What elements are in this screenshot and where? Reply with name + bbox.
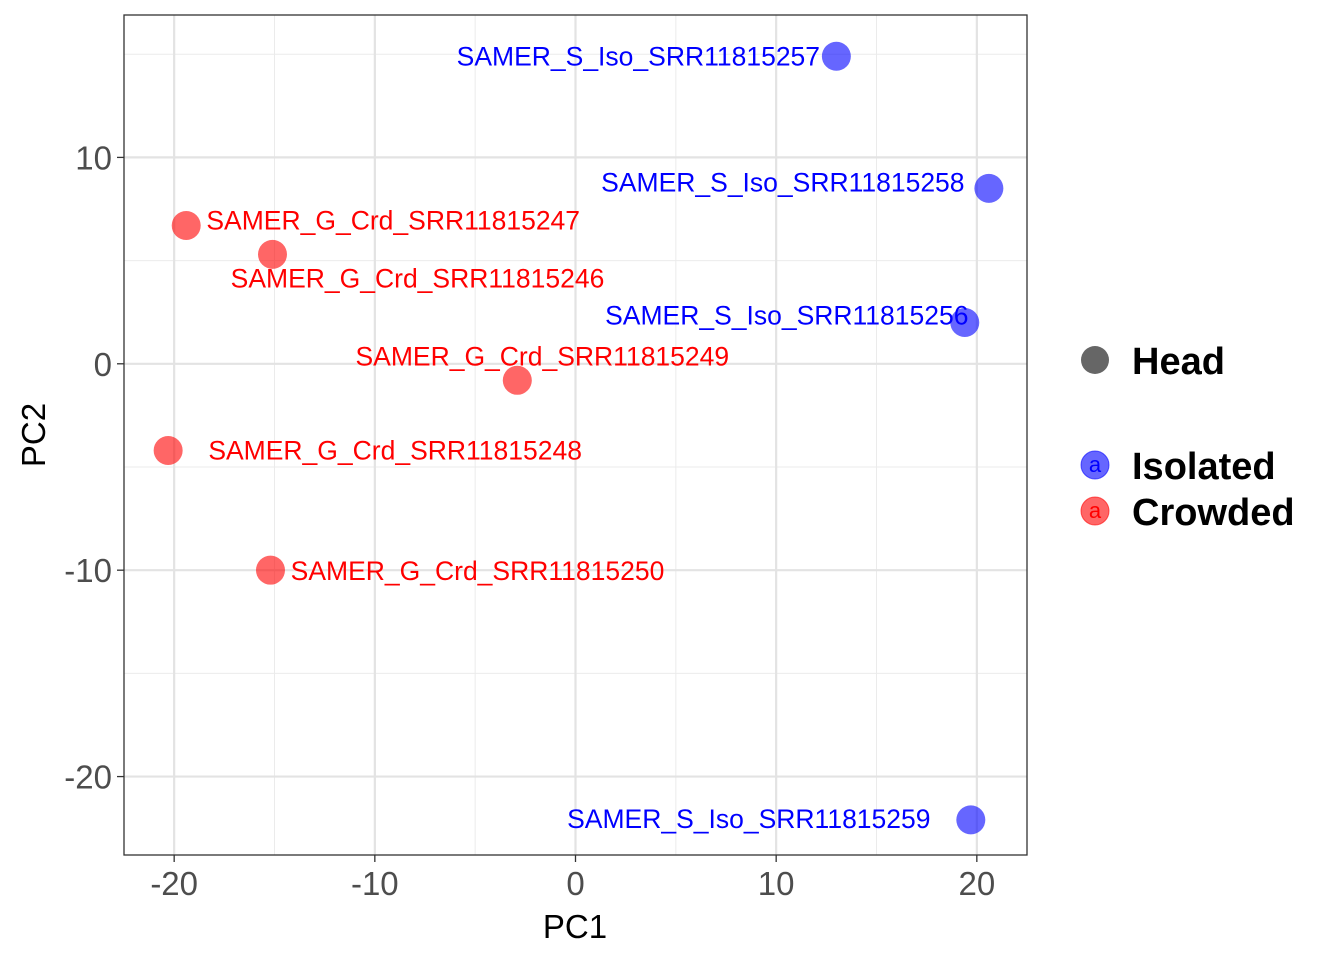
crowded-point-label-4: SAMER_G_Crd_SRR11815250 bbox=[291, 556, 665, 586]
crowded-point-0 bbox=[171, 211, 201, 241]
crowded-point-label-0: SAMER_G_Crd_SRR11815247 bbox=[206, 206, 580, 236]
point-labels: SAMER_S_Iso_SRR11815257 SAMER_S_Iso_SRR11… bbox=[206, 41, 968, 834]
legend-isolated-key bbox=[1080, 450, 1110, 480]
x-tick-label-4: 20 bbox=[958, 865, 995, 902]
data-points bbox=[153, 41, 1004, 835]
isolated-point-1 bbox=[974, 173, 1004, 203]
crowded-point-label-3: SAMER_G_Crd_SRR11815248 bbox=[208, 435, 582, 465]
legend: Head a Isolated a Crowded bbox=[1080, 341, 1295, 534]
isolated-point-label-0: SAMER_S_Iso_SRR11815257 bbox=[457, 41, 820, 71]
y-tick-label-2: 0 bbox=[94, 346, 112, 383]
crowded-point-2 bbox=[502, 365, 532, 395]
legend-crowded-key bbox=[1080, 496, 1110, 526]
y-tick-label-3: 10 bbox=[75, 139, 112, 176]
x-tick-label-1: -10 bbox=[351, 865, 399, 902]
legend-isolated-glyph: a bbox=[1089, 452, 1102, 477]
isolated-point-3 bbox=[956, 805, 986, 835]
y-tick-label-1: -10 bbox=[64, 552, 112, 589]
crowded-point-label-1: SAMER_G_Crd_SRR11815246 bbox=[231, 263, 605, 293]
x-axis-title: PC1 bbox=[543, 908, 607, 945]
major-gridlines bbox=[124, 15, 1027, 855]
isolated-point-2 bbox=[950, 308, 980, 338]
legend-isolated-label: Isolated bbox=[1132, 446, 1276, 488]
isolated-point-label-1: SAMER_S_Iso_SRR11815258 bbox=[601, 167, 964, 197]
isolated-point-label-3: SAMER_S_Iso_SRR11815259 bbox=[567, 804, 930, 834]
crowded-point-1 bbox=[257, 239, 287, 269]
legend-head-key bbox=[1081, 346, 1109, 374]
x-tick-label-0: -20 bbox=[150, 865, 198, 902]
y-axis-title: PC2 bbox=[15, 403, 52, 467]
crowded-point-3 bbox=[153, 435, 183, 465]
axis-ticks bbox=[117, 156, 978, 862]
x-tick-label-2: 0 bbox=[566, 865, 584, 902]
axis-tick-labels: -20 -10 0 10 20 -20 -10 0 10 bbox=[64, 139, 995, 902]
legend-crowded-label: Crowded bbox=[1132, 492, 1295, 534]
legend-head-label: Head bbox=[1132, 341, 1225, 383]
legend-crowded-glyph: a bbox=[1089, 498, 1102, 523]
x-tick-label-3: 10 bbox=[758, 865, 795, 902]
isolated-point-label-2: SAMER_S_Iso_SRR11815256 bbox=[605, 301, 968, 331]
crowded-point-label-2: SAMER_G_Crd_SRR11815249 bbox=[355, 341, 729, 371]
isolated-point-0 bbox=[821, 41, 851, 71]
crowded-point-4 bbox=[255, 555, 285, 585]
y-tick-label-0: -20 bbox=[64, 759, 112, 796]
